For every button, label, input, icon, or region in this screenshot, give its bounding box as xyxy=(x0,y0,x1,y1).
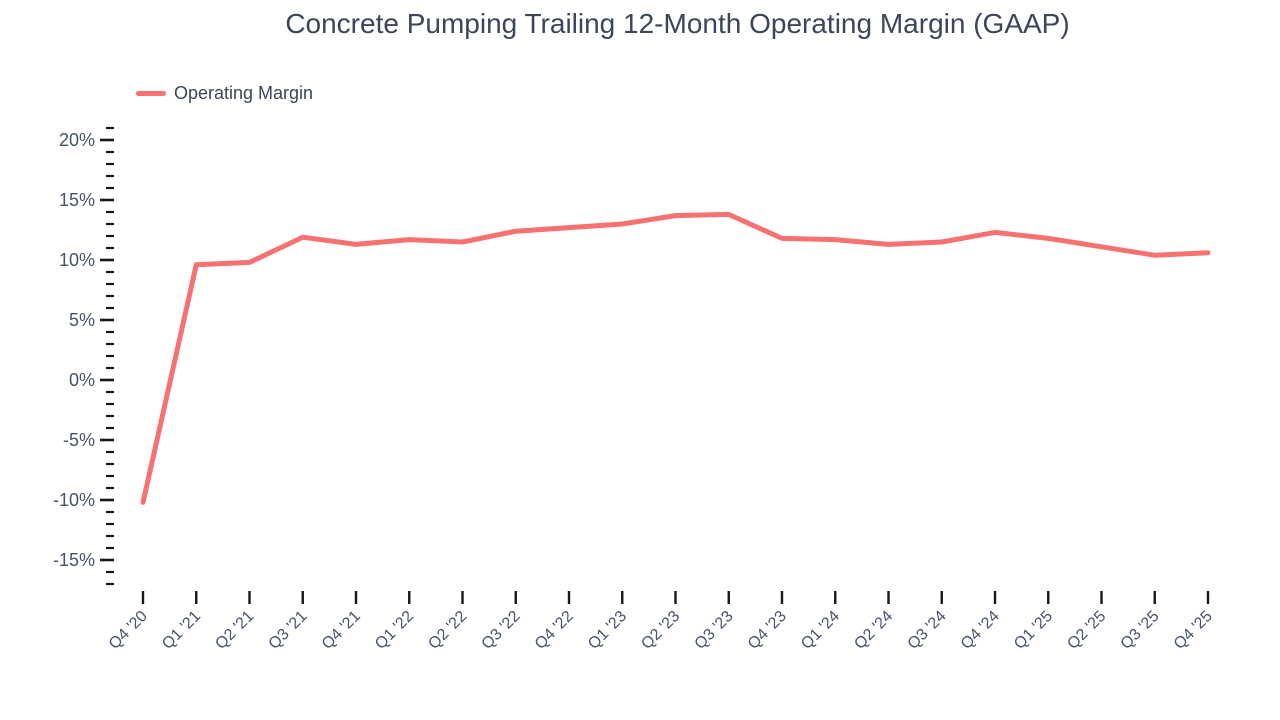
x-axis-label: Q2 '22 xyxy=(425,608,470,653)
x-axis-label: Q3 '25 xyxy=(1118,608,1163,653)
x-axis-label: Q2 '21 xyxy=(212,608,257,653)
x-axis-label: Q1 '21 xyxy=(159,608,204,653)
x-axis-label: Q2 '24 xyxy=(851,608,896,653)
y-axis-label: 0% xyxy=(69,370,95,390)
x-axis-label: Q3 '23 xyxy=(692,608,737,653)
y-axis-label: 5% xyxy=(69,310,95,330)
x-axis-label: Q2 '23 xyxy=(638,608,683,653)
x-axis-label: Q1 '22 xyxy=(372,608,417,653)
legend: Operating Margin xyxy=(136,83,313,104)
chart-title: Concrete Pumping Trailing 12-Month Opera… xyxy=(285,8,1070,39)
x-axis-label: Q1 '25 xyxy=(1011,608,1056,653)
x-axis-label: Q4 '21 xyxy=(319,608,364,653)
x-axis-label: Q4 '20 xyxy=(106,608,151,653)
x-axis-label: Q4 '23 xyxy=(745,608,790,653)
x-axis-label: Q1 '24 xyxy=(798,608,843,653)
x-axis-label: Q3 '22 xyxy=(479,608,524,653)
x-axis-label: Q1 '23 xyxy=(585,608,630,653)
y-axis-label: 15% xyxy=(59,190,95,210)
y-axis-label: -15% xyxy=(53,550,95,570)
x-axis-label: Q2 '25 xyxy=(1064,608,1109,653)
x-axis-label: Q4 '24 xyxy=(958,608,1003,653)
x-axis-label: Q3 '24 xyxy=(905,608,950,653)
x-axis-label: Q4 '22 xyxy=(532,608,577,653)
y-axis-label: 20% xyxy=(59,130,95,150)
y-axis-label: 10% xyxy=(59,250,95,270)
legend-label: Operating Margin xyxy=(174,83,314,103)
y-axis-label: -5% xyxy=(63,430,95,450)
x-axis-label: Q4 '25 xyxy=(1171,608,1216,653)
operating-margin-line xyxy=(140,211,1211,505)
x-axis-label: Q3 '21 xyxy=(266,608,311,653)
legend-line-swatch xyxy=(136,91,166,96)
y-axis-label: -10% xyxy=(53,490,95,510)
